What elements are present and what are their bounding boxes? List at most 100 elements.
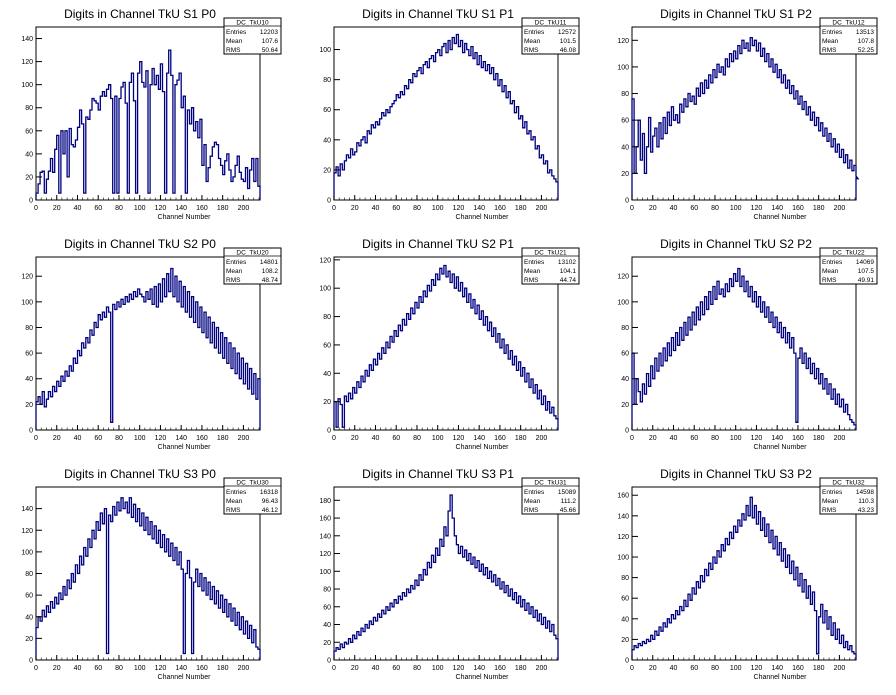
stats-value-entries: 12572 (558, 29, 576, 36)
y-tick-label: 100 (319, 286, 331, 293)
stats-value-entries: 14598 (856, 489, 874, 496)
x-tick-label: 120 (751, 205, 763, 212)
y-tick-label: 40 (323, 137, 331, 144)
y-tick-label: 40 (621, 376, 629, 383)
y-tick-label: 0 (327, 428, 331, 435)
y-tick-label: 20 (621, 171, 629, 178)
stats-value-entries: 14801 (260, 259, 278, 266)
y-tick-label: 120 (617, 38, 629, 45)
stats-histogram-name: DC_TkU20 (236, 250, 269, 257)
x-tick-label: 80 (711, 435, 719, 442)
y-tick-label: 160 (617, 493, 629, 500)
x-tick-label: 200 (536, 435, 548, 442)
x-tick-label: 40 (372, 665, 380, 672)
x-tick-label: 60 (94, 665, 102, 672)
x-axis-label: Channel Number (754, 674, 808, 681)
x-axis-label: Channel Number (158, 674, 212, 681)
x-tick-label: 160 (792, 665, 804, 672)
stats-label-mean: Mean (822, 38, 839, 45)
y-tick-label: 100 (319, 47, 331, 54)
x-tick-label: 140 (473, 435, 485, 442)
y-tick-label: 60 (621, 596, 629, 603)
stats-value-rms: 46.08 (560, 47, 577, 54)
chart-title: Digits in Channel TkU S2 P0 (64, 237, 216, 251)
x-tick-label: 120 (453, 435, 465, 442)
x-tick-label: 160 (792, 435, 804, 442)
y-tick-label: 60 (621, 118, 629, 125)
chart-title: Digits in Channel TkU S2 P2 (660, 237, 812, 251)
y-tick-label: 0 (625, 198, 629, 205)
x-tick-label: 60 (690, 205, 698, 212)
x-tick-label: 0 (630, 665, 634, 672)
x-axis-label: Channel Number (158, 214, 212, 221)
x-tick-label: 160 (196, 665, 208, 672)
x-tick-label: 80 (413, 205, 421, 212)
x-tick-label: 140 (771, 205, 783, 212)
y-tick-label: 140 (617, 513, 629, 520)
stats-label-mean: Mean (226, 38, 243, 45)
stats-label-rms: RMS (524, 277, 539, 284)
x-tick-label: 100 (432, 665, 444, 672)
histogram-series (35, 267, 261, 430)
y-tick-label: 140 (21, 506, 33, 513)
y-tick-label: 0 (625, 658, 629, 665)
x-tick-label: 200 (834, 205, 846, 212)
histogram-panel-5: Digits in Channel TkU S2 P1 0 20 40 60 80 100 1… (319, 237, 580, 451)
chart-title: Digits in Channel TkU S1 P1 (362, 7, 514, 21)
x-tick-label: 120 (155, 665, 167, 672)
stats-value-mean: 104.1 (560, 268, 577, 275)
stats-value-entries: 13513 (856, 29, 874, 36)
stats-label-entries: Entries (822, 259, 843, 266)
stats-value-mean: 96.43 (262, 498, 279, 505)
x-tick-label: 200 (238, 205, 250, 212)
x-tick-label: 140 (175, 665, 187, 672)
y-tick-label: 20 (323, 167, 331, 174)
y-tick-label: 0 (29, 198, 33, 205)
x-tick-label: 0 (332, 665, 336, 672)
y-tick-label: 80 (621, 91, 629, 98)
plot-frame (631, 486, 857, 661)
stats-label-rms: RMS (226, 507, 241, 514)
x-tick-label: 40 (372, 205, 380, 212)
stats-value-rms: 44.74 (560, 277, 577, 284)
x-tick-label: 0 (630, 205, 634, 212)
stats-value-entries: 13102 (558, 259, 576, 266)
stats-histogram-name: DC_TkU21 (534, 250, 567, 257)
stats-value-rms: 46.12 (262, 507, 279, 514)
x-tick-label: 160 (792, 205, 804, 212)
y-tick-label: 100 (319, 569, 331, 576)
stats-box (223, 477, 282, 515)
y-tick-label: 120 (617, 274, 629, 281)
x-tick-label: 180 (515, 205, 527, 212)
stats-box (521, 247, 580, 285)
stats-value-mean: 110.3 (858, 498, 874, 505)
x-tick-label: 160 (494, 435, 506, 442)
x-tick-label: 100 (730, 665, 742, 672)
stats-label-entries: Entries (226, 489, 247, 496)
y-tick-label: 100 (617, 555, 629, 562)
x-tick-label: 160 (196, 435, 208, 442)
x-tick-label: 200 (834, 435, 846, 442)
stats-label-entries: Entries (524, 29, 545, 36)
stats-value-entries: 16318 (260, 489, 278, 496)
x-tick-label: 80 (711, 665, 719, 672)
y-tick-label: 40 (25, 376, 33, 383)
y-tick-label: 40 (323, 371, 331, 378)
x-tick-label: 120 (751, 665, 763, 672)
x-tick-label: 60 (690, 665, 698, 672)
y-tick-label: 20 (323, 399, 331, 406)
y-tick-label: 120 (21, 274, 33, 281)
x-axis-label: Channel Number (456, 444, 510, 451)
histogram-panel-3: Digits in Channel TkU S1 P2 0 20 40 60 80 100 1… (617, 7, 878, 221)
y-tick-label: 80 (621, 325, 629, 332)
y-tick-label: 60 (323, 107, 331, 114)
x-tick-label: 80 (115, 665, 123, 672)
x-tick-label: 120 (751, 435, 763, 442)
stats-histogram-name: DC_TkU31 (534, 480, 567, 487)
y-tick-label: 140 (319, 533, 331, 540)
x-tick-label: 180 (813, 205, 825, 212)
stats-label-rms: RMS (226, 47, 241, 54)
y-tick-label: 80 (25, 325, 33, 332)
histogram-panel-2: Digits in Channel TkU S1 P1 0 20 40 60 80 100 1… (319, 7, 580, 221)
